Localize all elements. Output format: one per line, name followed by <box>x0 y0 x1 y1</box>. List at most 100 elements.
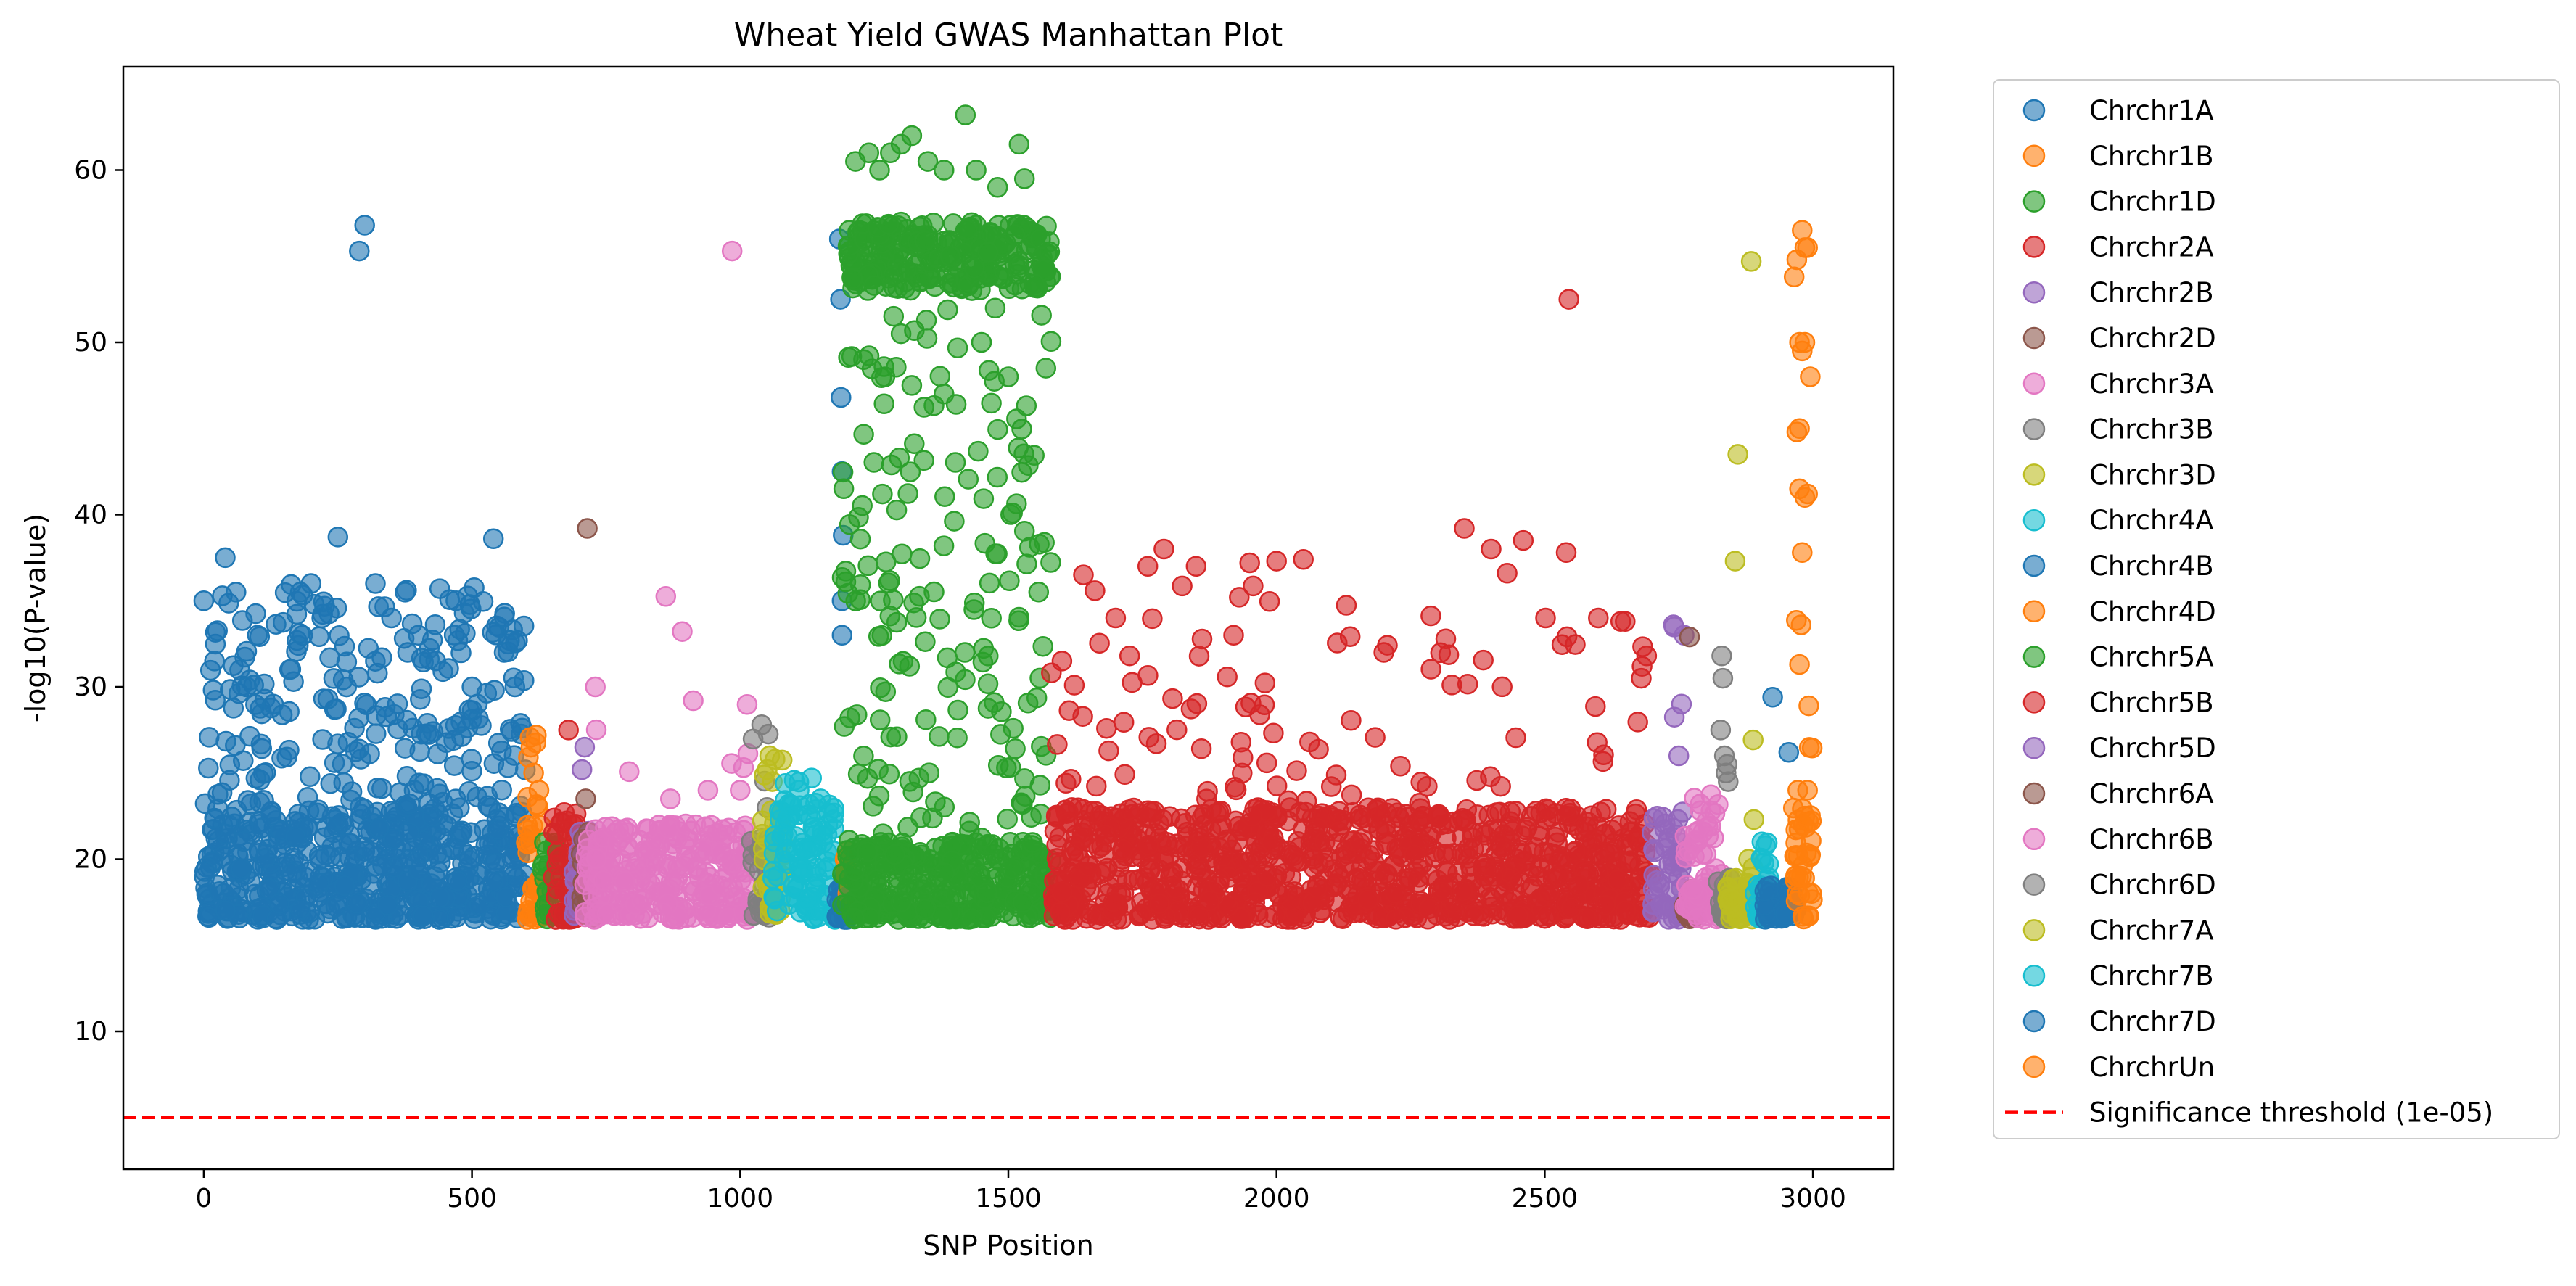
snp-point <box>853 746 874 767</box>
snp-point <box>1653 893 1674 914</box>
snp-point <box>876 551 897 572</box>
snp-point <box>909 548 931 569</box>
snp-point <box>1463 905 1484 926</box>
snp-point <box>371 647 392 668</box>
snp-point <box>575 788 596 809</box>
snp-point <box>236 676 258 698</box>
snp-point <box>522 815 543 836</box>
snp-point <box>1687 907 1708 928</box>
snp-point <box>1005 738 1026 759</box>
snp-point <box>482 871 503 892</box>
snp-point <box>839 707 860 728</box>
snp-point <box>863 452 884 473</box>
snp-point <box>853 349 874 371</box>
snp-point <box>1051 651 1073 672</box>
snp-point <box>396 709 418 731</box>
legend-label: Chrchr7D <box>2089 1006 2216 1037</box>
snp-point <box>1417 775 1438 797</box>
snp-point <box>1483 866 1504 887</box>
snp-point <box>872 823 894 844</box>
snp-point <box>1491 676 1513 698</box>
snp-point <box>276 746 297 768</box>
snp-point <box>1626 799 1647 820</box>
legend-label: Chrchr5A <box>2089 642 2214 673</box>
snp-point <box>1058 812 1079 833</box>
snp-point <box>1711 646 1732 667</box>
snp-point <box>1588 607 1609 629</box>
snp-point <box>933 535 955 556</box>
snp-point <box>1096 717 1117 739</box>
snp-point <box>1142 608 1163 630</box>
snp-point <box>451 820 473 841</box>
snp-point <box>1032 635 1053 657</box>
snp-point <box>1778 742 1800 763</box>
snp-point <box>233 830 255 852</box>
snp-point <box>1217 666 1238 688</box>
snp-point <box>1790 614 1812 635</box>
snp-point <box>1008 606 1029 628</box>
snp-point <box>1555 542 1577 564</box>
snp-point <box>844 907 865 928</box>
snp-point <box>1420 659 1441 680</box>
legend-label: Chrchr1A <box>2089 95 2214 126</box>
legend-label: Chrchr2A <box>2089 231 2214 263</box>
snp-point <box>631 890 653 911</box>
snp-point <box>1783 266 1805 288</box>
snp-point <box>493 606 515 627</box>
snp-point <box>1336 595 1357 616</box>
snp-point <box>585 719 607 741</box>
snp-point <box>311 607 332 629</box>
snp-point <box>899 771 921 792</box>
x-tick-label: 2000 <box>1243 1184 1310 1213</box>
snp-point <box>484 853 505 874</box>
snp-point <box>1636 646 1658 667</box>
snp-point <box>334 875 355 897</box>
snp-point <box>1497 563 1518 584</box>
snp-point <box>398 822 420 844</box>
snp-point <box>968 440 989 462</box>
snp-point <box>1094 824 1116 846</box>
snp-point <box>1256 752 1277 774</box>
snp-point <box>987 177 1008 198</box>
snp-point <box>1196 788 1217 809</box>
x-tick-label: 500 <box>447 1184 497 1213</box>
snp-point <box>349 240 370 262</box>
snp-point <box>1188 646 1210 667</box>
snp-point <box>193 590 215 611</box>
snp-point <box>934 384 955 405</box>
snp-point <box>991 701 1012 722</box>
snp-point <box>346 893 368 914</box>
snp-point <box>1014 768 1035 789</box>
snp-point <box>915 873 937 895</box>
snp-point <box>915 631 936 652</box>
snp-point <box>410 688 431 710</box>
legend-label: ChrchrUn <box>2089 1052 2215 1083</box>
snp-point <box>268 893 290 914</box>
snp-point <box>1024 445 1045 466</box>
snp-point <box>956 219 978 240</box>
snp-point <box>1786 249 1808 271</box>
snp-point <box>432 791 453 813</box>
snp-point <box>1727 444 1748 465</box>
chart-title: Wheat Yield GWAS Manhattan Plot <box>734 17 1283 54</box>
snp-point <box>1013 168 1035 189</box>
snp-point <box>964 257 985 279</box>
snp-point <box>313 688 334 709</box>
snp-point <box>1113 712 1135 733</box>
snp-point <box>617 817 638 838</box>
snp-point <box>333 772 354 794</box>
y-tick-label: 30 <box>74 672 107 702</box>
snp-point <box>487 819 509 840</box>
snp-point <box>207 620 228 641</box>
snp-point <box>614 870 635 892</box>
snp-point <box>1788 867 1809 888</box>
snp-point <box>617 836 638 857</box>
snp-point <box>419 638 440 659</box>
snp-point <box>1558 289 1579 310</box>
y-tick-label: 50 <box>74 328 107 358</box>
snp-point <box>1014 786 1036 807</box>
snp-point <box>255 848 276 869</box>
snp-point <box>619 761 640 783</box>
snp-point <box>286 641 307 662</box>
snp-point <box>194 793 216 815</box>
